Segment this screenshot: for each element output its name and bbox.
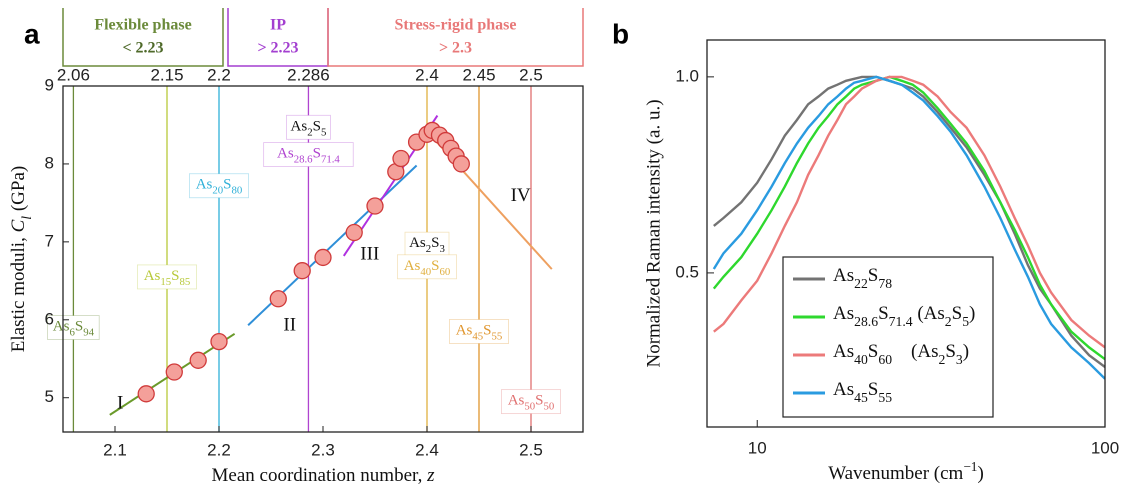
formula-label: As20S80 — [196, 177, 243, 197]
data-point — [210, 332, 228, 351]
y-tick-label: 8 — [45, 153, 54, 172]
x-axis-label: Mean coordination number, z — [212, 465, 436, 486]
data-point — [314, 248, 332, 267]
x-tick-label: 2.5 — [519, 440, 543, 459]
formula-box — [136, 264, 197, 290]
data-point — [189, 351, 207, 369]
series-line — [712, 75, 1105, 380]
formula-label: As15S85 — [144, 268, 191, 288]
label-part: z — [426, 465, 435, 486]
phase-name: IP — [270, 17, 286, 34]
composition-value: 2.2 — [207, 65, 231, 84]
formula-label: As2S3 — [409, 236, 445, 256]
label-part: Mean coordination number, — [212, 465, 428, 486]
plot-frame — [706, 39, 1106, 428]
y-tick-label: 7 — [45, 231, 54, 250]
x-tick-label: 2.1 — [103, 440, 127, 459]
fit-label: II — [283, 314, 296, 335]
label-part: Wavenumber (cm — [828, 463, 963, 484]
label-part: −1 — [963, 459, 977, 474]
panel-label: a — [24, 18, 40, 49]
legend-label: As22S78 — [833, 265, 892, 290]
fit-label: I — [117, 392, 123, 413]
phase-range: < 2.23 — [122, 40, 163, 57]
y-tick-label: 1.0 — [675, 66, 699, 85]
composition-value: 2.06 — [57, 65, 90, 84]
phase-bracket — [327, 8, 584, 67]
formula-label: As45S55 — [456, 323, 503, 343]
composition-value: 2.45 — [462, 65, 495, 84]
composition-value: 2.5 — [519, 65, 543, 84]
label-part: (GPa) — [8, 166, 29, 216]
y-tick-label: 6 — [45, 309, 54, 328]
fit-label: IV — [511, 185, 531, 206]
composition-value: 2.4 — [415, 65, 439, 84]
label-part: ) — [977, 463, 983, 484]
legend-label: As28.6S71.4 (As2S5) — [833, 303, 975, 328]
composition-value: 2.286 — [287, 65, 330, 84]
data-point — [137, 385, 155, 403]
y-axis-label: Normalized Raman intensity (a. u.) — [643, 99, 664, 367]
formula-box — [500, 389, 561, 415]
y-tick-label: 9 — [45, 75, 54, 94]
composition-value: 2.15 — [150, 65, 183, 84]
panel-label: b — [612, 18, 629, 49]
formula-box — [188, 173, 249, 199]
formula-box — [263, 142, 354, 167]
data-point — [293, 262, 311, 280]
x-tick-label: 2.4 — [415, 440, 439, 459]
phase-range: > 2.3 — [439, 40, 472, 57]
formula-box — [396, 254, 457, 280]
y-axis-label: Elastic moduli, Cl (GPa) — [8, 166, 33, 352]
formula-box — [448, 319, 509, 344]
x-tick-label: 2.3 — [311, 440, 335, 459]
series-line — [713, 75, 1105, 349]
legend-label: As40S60 (As2S3) — [833, 341, 969, 366]
phase-range: > 2.23 — [257, 40, 298, 57]
formula-label: As6S94 — [53, 319, 95, 339]
data-point — [345, 223, 363, 242]
label-part: C — [8, 219, 29, 232]
phase-name: Stress-rigid phase — [395, 17, 517, 34]
fit-label: III — [360, 243, 379, 264]
formula-box — [404, 231, 450, 257]
formula-label: As2S5 — [291, 119, 327, 139]
formula-box — [286, 114, 331, 140]
data-point — [452, 155, 470, 173]
label-part: Elastic moduli, — [8, 232, 29, 352]
y-tick-label: 0.5 — [675, 262, 699, 281]
x-axis-label: Wavenumber (cm−1) — [828, 459, 984, 485]
x-tick-label: 2.2 — [207, 440, 231, 459]
label-part: l — [19, 216, 34, 220]
phase-bracket — [62, 8, 224, 67]
formula-label: As50S50 — [508, 393, 555, 413]
x-tick-label: 100 — [1091, 438, 1119, 457]
y-tick-label: 5 — [45, 387, 54, 406]
x-tick-label: 10 — [748, 438, 767, 457]
phase-name: Flexible phase — [94, 17, 191, 34]
legend-box — [782, 256, 994, 418]
formula-label: As40S60 — [404, 258, 451, 278]
data-point — [392, 149, 410, 168]
formula-box — [47, 315, 100, 340]
data-point — [366, 197, 384, 215]
data-point — [269, 290, 287, 308]
formula-label: As28.6S71.4 — [277, 146, 340, 166]
legend-label: As45S55 — [833, 379, 892, 404]
data-point — [165, 363, 183, 381]
